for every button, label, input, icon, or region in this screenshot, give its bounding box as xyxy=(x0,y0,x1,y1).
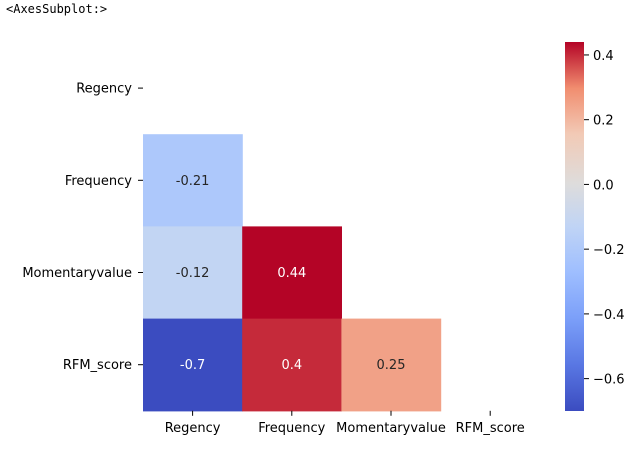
colorbar xyxy=(565,42,584,411)
heatmap-cell-2-1 xyxy=(242,226,342,320)
colorbar-tick-label: 0.2 xyxy=(593,114,614,129)
axes-repr-text: <AxesSubplot:> xyxy=(6,2,108,16)
heatmap-cell-3-2 xyxy=(341,318,442,412)
x-tick-label: Frequency xyxy=(258,421,325,436)
cell-annotation-3-2: 0.25 xyxy=(377,358,406,373)
x-tick-label: Regency xyxy=(165,421,221,436)
cell-annotation-2-1: 0.44 xyxy=(277,266,306,281)
y-tick-label: Regency xyxy=(76,82,132,97)
heatmap-cell-3-1 xyxy=(242,318,342,412)
x-tick-label: RFM_score xyxy=(456,421,525,436)
x-tick-label: Momentaryvalue xyxy=(336,421,446,436)
cell-annotation-1-0: -0.21 xyxy=(176,174,210,189)
y-tick-label: RFM_score xyxy=(63,358,132,373)
y-tick-label: Frequency xyxy=(65,174,132,189)
heatmap-cell-2-0 xyxy=(143,226,243,320)
colorbar-tick-label: −0.6 xyxy=(593,373,625,388)
colorbar-tick-label: −0.2 xyxy=(593,243,625,258)
heatmap-cell-1-0 xyxy=(143,134,243,227)
colorbar-tick-label: −0.4 xyxy=(593,308,625,323)
cell-annotation-2-0: -0.12 xyxy=(176,266,210,281)
colorbar-tick-label: 0.0 xyxy=(593,178,614,193)
cell-annotation-3-0: -0.7 xyxy=(180,358,205,373)
colorbar-tick-label: 0.4 xyxy=(593,49,614,64)
heatmap-cell-3-0 xyxy=(143,318,243,412)
cell-annotation-3-1: 0.4 xyxy=(281,358,302,373)
y-tick-label: Momentaryvalue xyxy=(22,266,132,281)
